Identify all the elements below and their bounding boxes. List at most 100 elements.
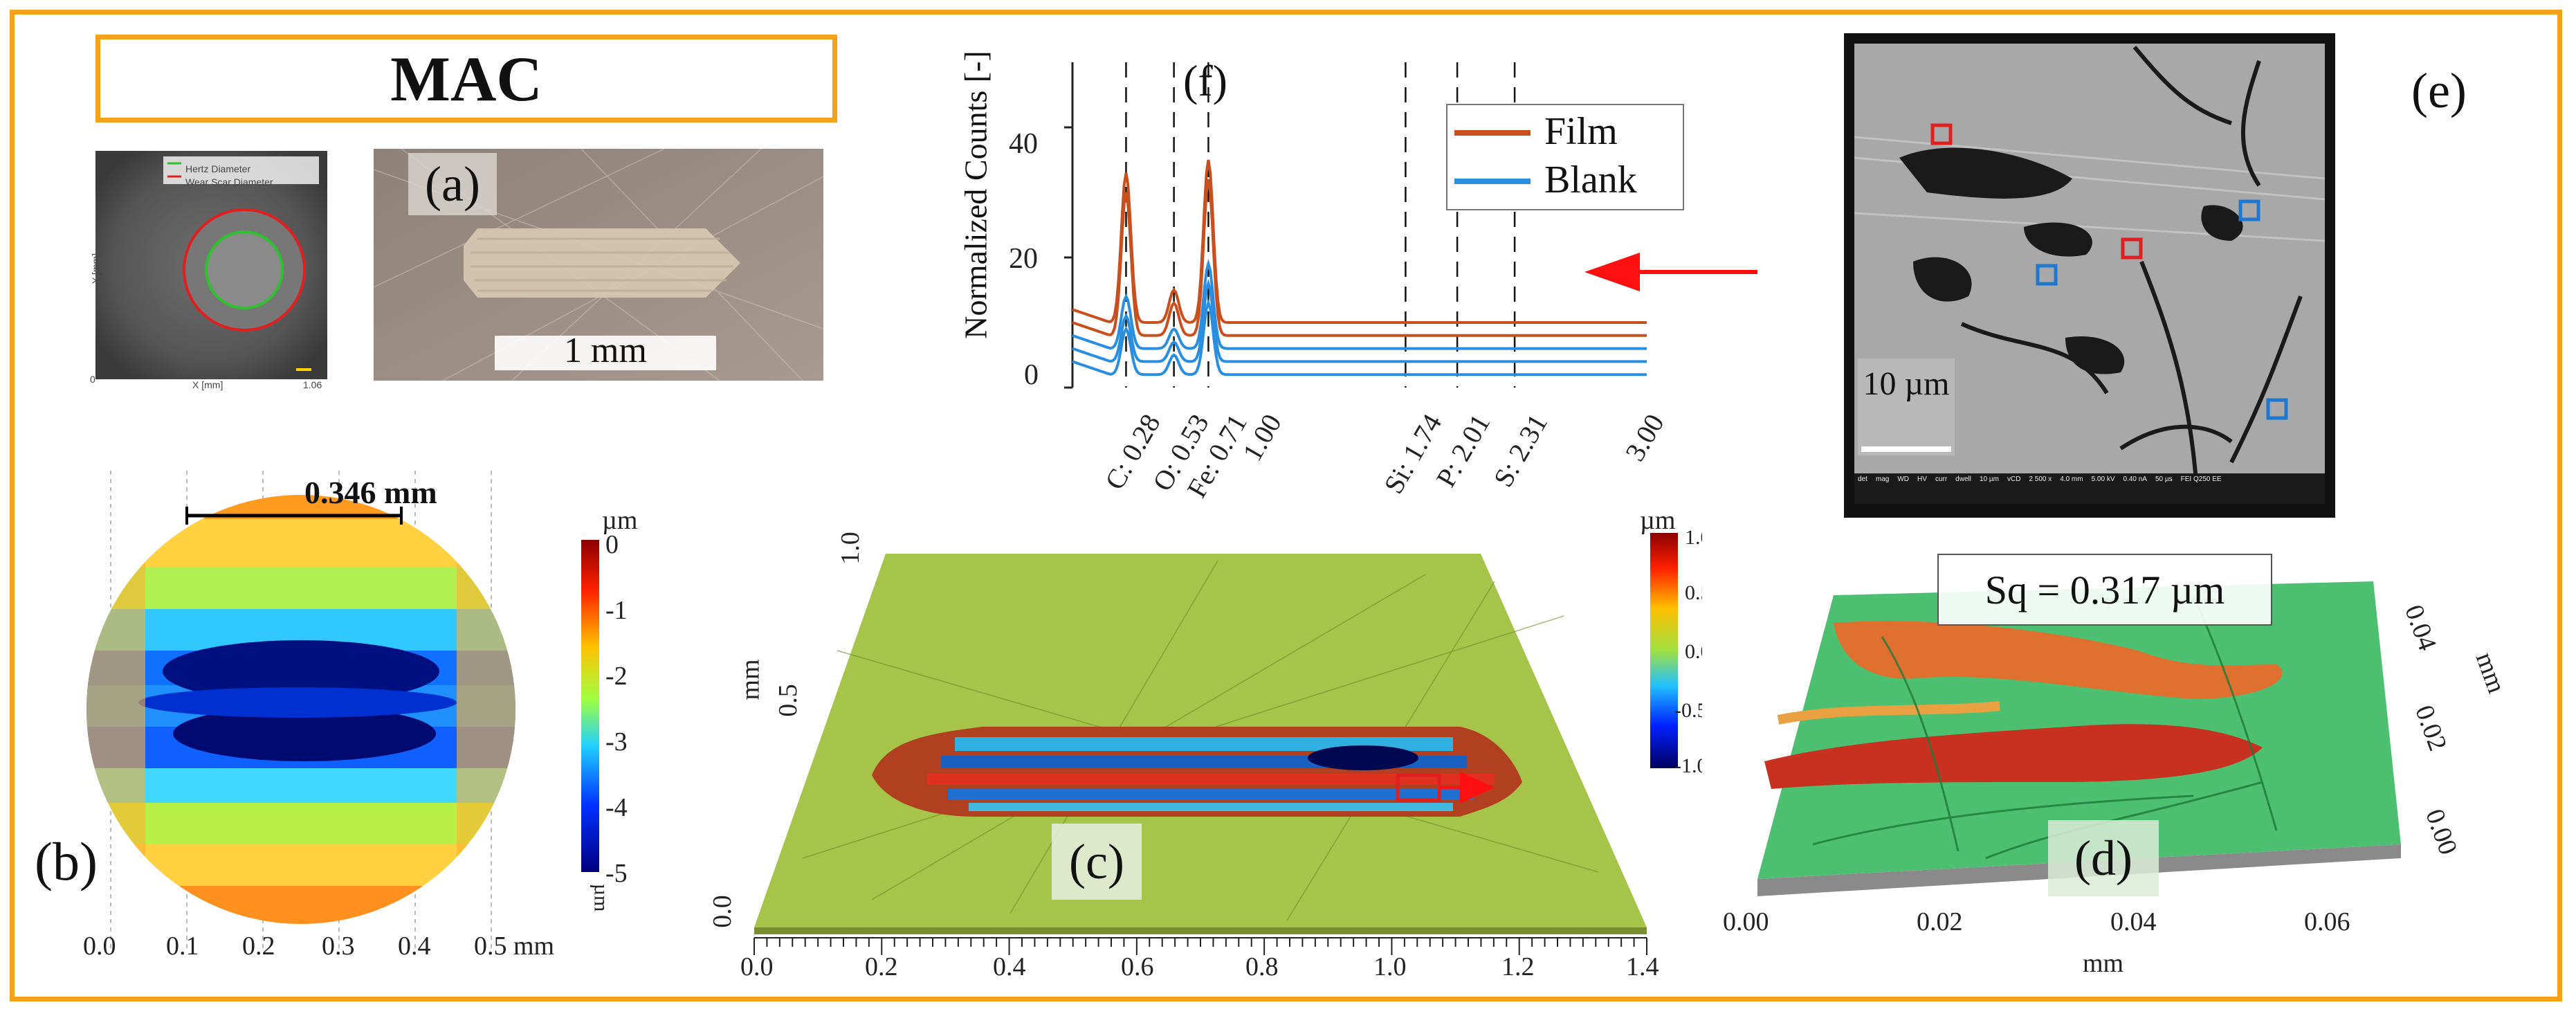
c-xtick-6: 1.2 <box>1501 952 1535 981</box>
c-ytick-1: 0.5 <box>773 684 803 717</box>
panel-b-label: (b) <box>35 831 98 891</box>
panel-e-label: (e) <box>2411 63 2467 118</box>
sem-info-bar <box>1854 473 2325 504</box>
info-det: det <box>1858 475 1867 483</box>
hertz-tick-min: 0 <box>90 374 95 385</box>
hertz-circle <box>205 230 284 309</box>
sq-label: Sq = 0.317 µm <box>1937 554 2272 626</box>
info-dwell: dwell <box>1955 475 1971 483</box>
panel-d: Sq = 0.317 µm (d) 0.00 0.02 0.04 0.06 mm… <box>1709 554 2525 997</box>
c-xtick-3: 0.6 <box>1121 952 1154 981</box>
b-xtick-1: 0.1 <box>166 932 199 961</box>
hertz-y-axis-label: Y [mm] <box>90 253 102 284</box>
hertz-x-axis-label: X [mm] <box>192 379 223 390</box>
info-curr-val: 0.40 nA <box>2123 475 2147 483</box>
panel-d-label: (d) <box>2048 820 2159 896</box>
chart-f-ytick-2: 40 <box>1009 128 1038 160</box>
b-xtick-5: 0.5 mm <box>474 932 555 961</box>
panel-c-svg <box>753 533 1678 955</box>
colorbar-b-tick-4: -4 <box>605 793 628 822</box>
c-colorbar-tick-4: -1.0 <box>1674 754 1702 777</box>
d-x-axis-label: mm <box>2083 949 2124 978</box>
chart-f-ylabel: Normalized Counts [-] <box>958 51 994 339</box>
d-xtick-3: 0.06 <box>2304 907 2350 936</box>
colorbar-b-tick-0: 0 <box>605 530 619 559</box>
chart-f-series-blank-2 <box>1072 259 1647 350</box>
c-y-axis-label: mm <box>736 659 765 700</box>
colorbar-b <box>581 540 599 872</box>
sem-marker-red-1 <box>1930 123 1953 145</box>
hertz-image-svg <box>95 151 327 379</box>
figure-frame <box>10 10 2562 1001</box>
sem-marker-red-2 <box>2121 237 2143 260</box>
chart-f-xtick-Si: Si: 1.74 <box>1378 408 1448 499</box>
hertz-legend-box <box>163 156 319 184</box>
legend-film-label: Film <box>1544 110 1618 153</box>
b-xtick-3: 0.3 <box>322 932 355 961</box>
info-wd: WD <box>1897 475 1910 483</box>
legend-film-swatch <box>1454 130 1531 136</box>
hertz-legend-item-2: Wear Scar Diameter <box>185 176 273 188</box>
chart-f-title: (f) <box>1183 56 1227 105</box>
optical-scale-box <box>495 336 716 370</box>
colorbar-b-extra: µm <box>590 883 613 912</box>
b-xtick-4: 0.4 <box>398 932 431 961</box>
legend-blank-swatch <box>1454 179 1531 184</box>
chart-f-series-blank-3 <box>1072 278 1647 363</box>
sem-scale-bar <box>1861 446 1951 452</box>
chart-f-ytick-0: 0 <box>1024 359 1039 391</box>
info-mag: mag <box>1875 475 1890 483</box>
panel-f-chart: (f) Normalized Counts [-] 0 20 40 <box>934 42 1709 401</box>
colorbar-b-tick-1: -1 <box>605 596 628 625</box>
info-hv-val: 5.00 kV <box>2091 475 2115 483</box>
c-colorbar-tick-1: 0.5 <box>1685 581 1702 604</box>
sem-marker-blue-1 <box>2238 199 2260 221</box>
info-instrument: FEI Q250 EE <box>2180 475 2222 483</box>
info-det-val: vCD <box>2007 475 2021 483</box>
hertz-scale-bar <box>296 368 311 371</box>
c-ytick-2: 0.0 <box>707 895 737 928</box>
chart-f-xtick-S: S: 2.31 <box>1487 408 1553 493</box>
figure-title: MAC <box>95 35 837 123</box>
height-map <box>86 495 515 924</box>
c-colorbar-tick-2: 0.0 <box>1685 640 1702 663</box>
info-mag-val: 2 500 x <box>2029 475 2052 483</box>
chart-f-series-film-0 <box>1072 159 1647 324</box>
c-xtick-2: 0.4 <box>993 952 1026 981</box>
panel-c-label: (c) <box>1052 824 1142 900</box>
info-hfw: 10 µm <box>1979 475 1999 483</box>
info-hv: HV <box>1917 475 1927 483</box>
chart-f-xtick-300: 3.00 <box>1619 408 1671 466</box>
colorbar-b-tick-2: -2 <box>605 662 628 691</box>
colorbar-c <box>1650 533 1678 768</box>
b-xtick-0: 0.0 <box>83 932 116 961</box>
sem-svg <box>1844 33 2335 518</box>
info-wd-val: 4.0 mm <box>2060 475 2083 483</box>
info-dwell-val: 50 µs <box>2155 475 2173 483</box>
arrow-c-to-d <box>1460 772 1495 804</box>
panel-e-sem: 10 µm det mag WD HV curr dwell 10 µm vCD… <box>1844 33 2335 518</box>
chart-f-xtick-100: 1.00 <box>1236 408 1288 466</box>
c-colorbar-unit: µm <box>1640 512 1676 535</box>
sem-marker-blue-2 <box>2036 264 2058 286</box>
d-xtick-0: 0.00 <box>1723 907 1769 936</box>
panel-a-optical-image: (a) 1 mm <box>374 149 823 381</box>
chart-f-ytick-1: 20 <box>1009 243 1038 275</box>
c-xtick-7: 1.4 <box>1626 952 1659 981</box>
measurement-label: 0.346 mm <box>304 475 437 510</box>
hertz-tick-max: 1.06 <box>303 379 322 390</box>
c-xtick-1: 0.2 <box>865 952 898 981</box>
c-xtick-0: 0.0 <box>740 952 774 981</box>
panel-a-hertz-image: Hertz Diameter Wear Scar Diameter Y [mm]… <box>89 145 338 391</box>
panel-b-svg <box>86 471 599 948</box>
c-xtick-5: 1.0 <box>1373 952 1407 981</box>
chart-f-svg <box>1064 62 1647 389</box>
sem-info-text: det mag WD HV curr dwell 10 µm vCD 2 500… <box>1858 475 2321 502</box>
c-colorbar-tick-3: -0.5 <box>1674 699 1702 722</box>
c-xtick-4: 0.8 <box>1245 952 1279 981</box>
hertz-legend-item-1: Hertz Diameter <box>185 163 251 174</box>
d-xtick-2: 0.04 <box>2110 907 2157 936</box>
optical-scale-text: 1 mm <box>564 331 647 370</box>
legend-blank-label: Blank <box>1544 158 1637 201</box>
colorbar-b-tick-5: -5 <box>605 859 628 888</box>
